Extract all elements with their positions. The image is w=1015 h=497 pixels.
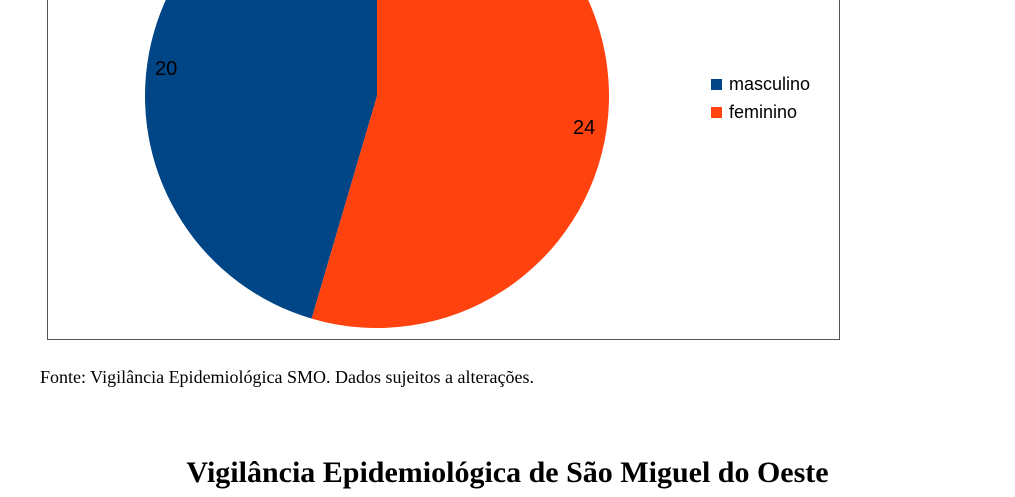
chart-frame bbox=[47, 0, 840, 340]
pie-slice-feminino bbox=[311, 0, 609, 328]
chart-legend: masculino feminino bbox=[711, 70, 810, 126]
legend-item-feminino: feminino bbox=[711, 98, 810, 126]
section-heading: Vigilância Epidemiológica de São Miguel … bbox=[186, 456, 829, 489]
data-label-masculino: 20 bbox=[155, 58, 177, 80]
legend-item-masculino: masculino bbox=[711, 70, 810, 98]
legend-label: feminino bbox=[729, 101, 798, 122]
legend-label: masculino bbox=[729, 73, 811, 94]
legend-swatch-masculino bbox=[711, 78, 722, 90]
pie-slice-masculino bbox=[145, 0, 377, 319]
figure-caption: Fonte: Vigilância Epidemiológica SMO. Da… bbox=[40, 367, 534, 387]
data-label-feminino: 24 bbox=[573, 117, 595, 139]
legend-swatch-feminino bbox=[711, 106, 722, 118]
